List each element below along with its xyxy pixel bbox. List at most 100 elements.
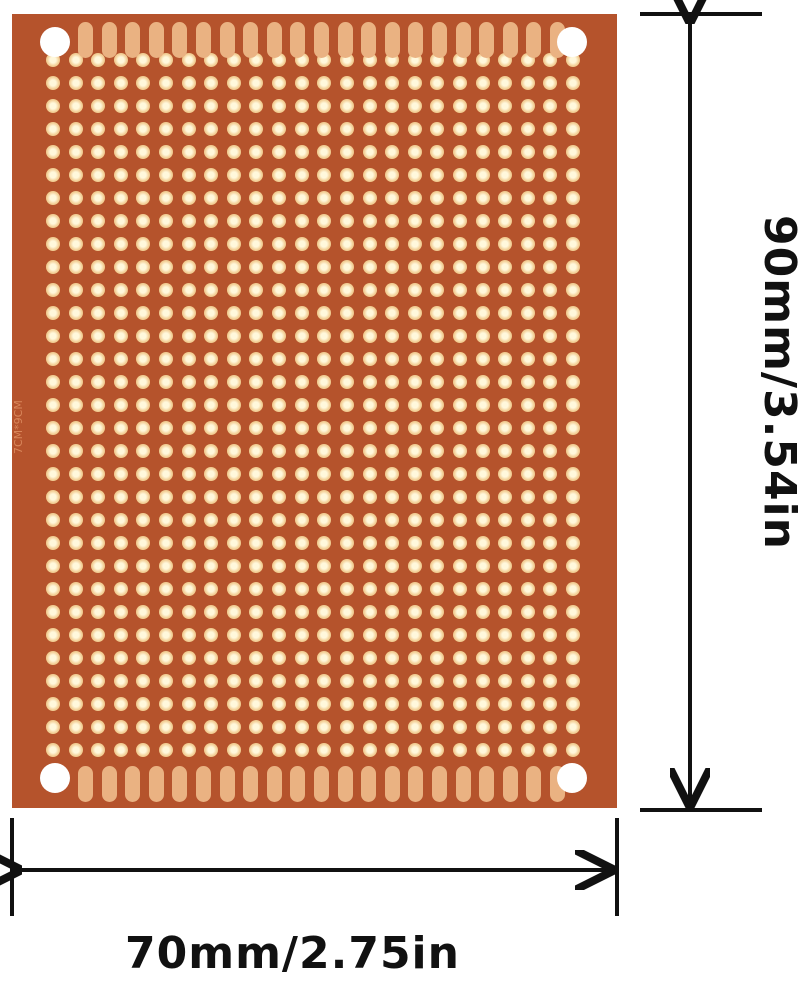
solder-pad [68,467,83,481]
solder-pad [430,421,445,435]
solder-pad [339,674,354,688]
solder-pad [181,329,196,343]
solder-pad [249,122,264,136]
solder-pad [159,375,174,389]
solder-pad [68,559,83,573]
solder-pad [385,536,400,550]
solder-pad [452,582,467,596]
solder-pad [46,168,60,182]
solder-pad [566,398,580,412]
solder-pad [46,559,60,573]
solder-pad [430,743,445,757]
solder-pad [136,122,151,136]
solder-pad [159,651,174,665]
solder-pad [294,214,309,228]
solder-pad [407,260,422,274]
solder-pad [249,582,264,596]
solder-pad [475,76,490,90]
edge-strip-pad [526,766,542,802]
solder-pad [317,237,332,251]
solder-pad [68,375,83,389]
solder-pad [294,145,309,159]
edge-strip-pad [314,22,329,58]
edge-strip-pad [361,766,377,802]
solder-pad [362,674,377,688]
solder-pad [498,283,513,297]
solder-pad [498,720,513,734]
solder-pad [475,168,490,182]
solder-pad [452,283,467,297]
solder-pad [159,444,174,458]
solder-pad [91,122,106,136]
solder-pad [136,490,151,504]
solder-pad [181,145,196,159]
solder-pad [317,260,332,274]
solder-pad [566,214,580,228]
edge-strip-pad [101,22,117,58]
solder-pad [272,214,287,228]
solder-pad [294,467,309,481]
solder-pad [113,329,128,343]
solder-pad [385,743,400,757]
solder-pad [317,145,332,159]
solder-pad [362,697,377,711]
solder-pad [181,168,196,182]
solder-pad [339,513,354,527]
solder-pad [204,651,219,665]
solder-pad [520,283,535,297]
solder-pad [181,306,196,320]
solder-pad [566,536,580,550]
solder-pad [68,582,83,596]
solder-pad [91,398,106,412]
solder-pad [430,76,445,90]
solder-pad [385,605,400,619]
solder-pad [362,191,377,205]
solder-pad [181,398,196,412]
solder-pad [159,329,174,343]
solder-pad [452,628,467,642]
solder-pad [520,76,535,90]
edge-strip-pad [384,22,400,58]
solder-pad [317,628,332,642]
solder-pad [181,490,196,504]
solder-pad [543,237,558,251]
solder-pad [249,145,264,159]
solder-pad [452,743,467,757]
solder-pad [566,697,580,711]
solder-pad [498,490,513,504]
solder-pad [181,743,196,757]
solder-pad [294,329,309,343]
solder-pad [362,720,377,734]
solder-pad [294,582,309,596]
mounting-hole [557,27,587,57]
solder-pad [362,168,377,182]
solder-pad [498,743,513,757]
solder-pad [339,559,354,573]
solder-pad [430,720,445,734]
solder-pad [520,260,535,274]
solder-pad [204,444,219,458]
solder-pad [385,306,400,320]
solder-pad [543,168,558,182]
solder-pad [91,720,106,734]
solder-pad [204,720,219,734]
solder-pad [498,651,513,665]
solder-pad [566,490,580,504]
solder-pad [566,306,580,320]
solder-pad [498,76,513,90]
solder-pad [339,720,354,734]
solder-pad [339,191,354,205]
solder-pad [294,237,309,251]
solder-pad [113,697,128,711]
solder-pad [566,145,580,159]
solder-pad [181,53,196,67]
solder-pad [272,421,287,435]
solder-pad [226,398,241,412]
solder-pad [385,490,400,504]
solder-pad [159,490,174,504]
edge-strip-pad [243,766,259,802]
solder-pad [226,76,241,90]
solder-pad [46,214,60,228]
solder-pad [249,743,264,757]
solder-pad [520,352,535,366]
